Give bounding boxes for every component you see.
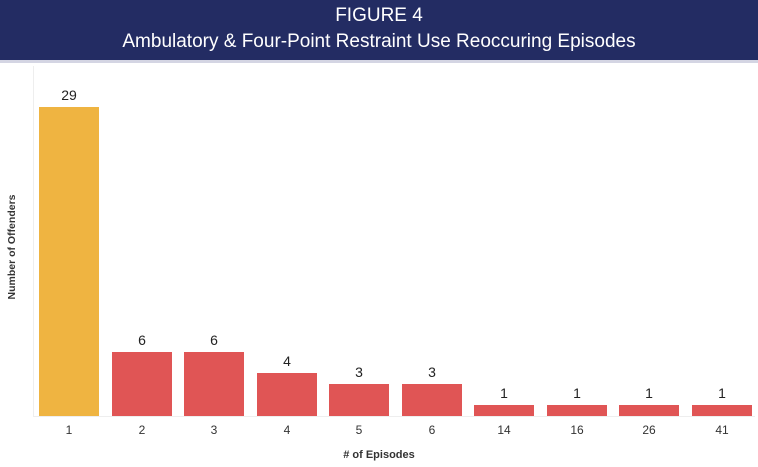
bar-value-label: 1: [645, 385, 653, 401]
x-tick-label: 14: [497, 423, 511, 437]
bar: [329, 384, 389, 416]
x-tick-label: 5: [355, 423, 363, 437]
bar: [692, 405, 752, 416]
bar: [402, 384, 462, 416]
bar: [112, 352, 172, 416]
x-tick-label: 6: [428, 423, 436, 437]
bar: [257, 373, 317, 416]
bar-value-label: 4: [283, 353, 291, 369]
chart-title: Ambulatory & Four-Point Restraint Use Re…: [122, 31, 636, 52]
x-tick-label: 26: [642, 423, 656, 437]
bar-value-label: 29: [61, 87, 77, 103]
bar: [474, 405, 534, 416]
bar-value-label: 3: [355, 364, 363, 380]
bar: [619, 405, 679, 416]
header-divider: [0, 60, 758, 63]
y-axis-label: Number of Offenders: [6, 194, 18, 300]
x-tick-label: 3: [210, 423, 218, 437]
bar: [39, 107, 99, 416]
x-axis-label: # of Episodes: [343, 449, 415, 461]
bar-value-label: 6: [138, 332, 146, 348]
x-tick-label: 4: [283, 423, 291, 437]
bar: [547, 405, 607, 416]
x-tick-label: 16: [570, 423, 584, 437]
y-axis-line: [33, 66, 34, 416]
x-tick-label: 41: [715, 423, 729, 437]
bar: [184, 352, 244, 416]
bar-value-label: 3: [428, 364, 436, 380]
x-axis-line: [33, 416, 755, 417]
bar-value-label: 1: [718, 385, 726, 401]
bar-value-label: 1: [500, 385, 508, 401]
chart-header: FIGURE 4 Ambulatory & Four-Point Restrai…: [0, 0, 758, 60]
x-tick-label: 1: [65, 423, 73, 437]
figure-label: FIGURE 4: [335, 5, 423, 26]
bar-value-label: 1: [573, 385, 581, 401]
x-tick-label: 2: [138, 423, 146, 437]
bar-value-label: 6: [210, 332, 218, 348]
